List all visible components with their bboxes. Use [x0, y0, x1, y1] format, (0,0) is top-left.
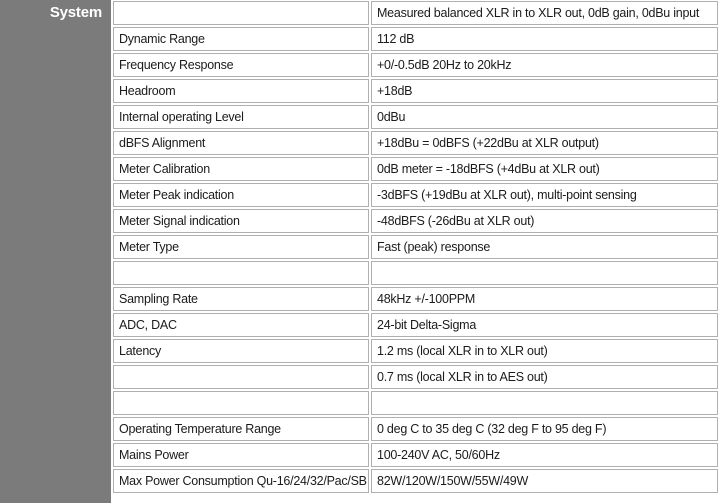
- spec-value-cell: +18dB: [371, 79, 718, 103]
- spec-param-cell: [113, 261, 369, 285]
- table-row: Meter Peak indication -3dBFS (+19dBu at X…: [113, 183, 718, 207]
- table-row: Max Power Consumption Qu-16/24/32/Pac/SB…: [113, 469, 718, 493]
- table-row: Latency 1.2 ms (local XLR in to XLR out): [113, 339, 718, 363]
- spec-param-cell: [113, 1, 369, 25]
- spec-param-cell: Max Power Consumption Qu-16/24/32/Pac/SB: [113, 469, 369, 493]
- spec-value-cell: 0.7 ms (local XLR in to AES out): [371, 365, 718, 389]
- spec-value-cell: 0dB meter = -18dBFS (+4dBu at XLR out): [371, 157, 718, 181]
- spec-value-cell: 100-240V AC, 50/60Hz: [371, 443, 718, 467]
- spec-param-cell: [113, 365, 369, 389]
- table-row: 0.7 ms (local XLR in to AES out): [113, 365, 718, 389]
- table-row: dBFS Alignment +18dBu = 0dBFS (+22dBu at …: [113, 131, 718, 155]
- spec-param-cell: Meter Type: [113, 235, 369, 259]
- spec-param-cell: Frequency Response: [113, 53, 369, 77]
- table-row: Headroom +18dB: [113, 79, 718, 103]
- table-row: Internal operating Level 0dBu: [113, 105, 718, 129]
- table-row: Mains Power 100-240V AC, 50/60Hz: [113, 443, 718, 467]
- spec-param-cell: Latency: [113, 339, 369, 363]
- table-row: [113, 261, 718, 285]
- spec-param-cell: Internal operating Level: [113, 105, 369, 129]
- spec-value-cell: 112 dB: [371, 27, 718, 51]
- table-row: [113, 391, 718, 415]
- system-spec-table: Measured balanced XLR in to XLR out, 0dB…: [111, 0, 720, 495]
- spec-value-cell: +0/-0.5dB 20Hz to 20kHz: [371, 53, 718, 77]
- table-row: Operating Temperature Range 0 deg C to 35…: [113, 417, 718, 441]
- spec-value-cell: Fast (peak) response: [371, 235, 718, 259]
- spec-param-cell: Operating Temperature Range: [113, 417, 369, 441]
- spec-param-cell: Meter Signal indication: [113, 209, 369, 233]
- spec-table-body: Measured balanced XLR in to XLR out, 0dB…: [113, 1, 718, 493]
- spec-value-cell: [371, 391, 718, 415]
- spec-value-cell: 0 deg C to 35 deg C (32 deg F to 95 deg …: [371, 417, 718, 441]
- spec-param-cell: dBFS Alignment: [113, 131, 369, 155]
- spec-value-cell: 24-bit Delta-Sigma: [371, 313, 718, 337]
- spec-value-cell: -3dBFS (+19dBu at XLR out), multi-point …: [371, 183, 718, 207]
- spec-value-cell: [371, 261, 718, 285]
- spec-value-cell: +18dBu = 0dBFS (+22dBu at XLR output): [371, 131, 718, 155]
- spec-value-cell: Measured balanced XLR in to XLR out, 0dB…: [371, 1, 718, 25]
- spec-value-cell: 1.2 ms (local XLR in to XLR out): [371, 339, 718, 363]
- spec-param-cell: ADC, DAC: [113, 313, 369, 337]
- table-row: Meter Type Fast (peak) response: [113, 235, 718, 259]
- spec-param-cell: Headroom: [113, 79, 369, 103]
- spec-param-cell: Dynamic Range: [113, 27, 369, 51]
- spec-value-cell: -48dBFS (-26dBu at XLR out): [371, 209, 718, 233]
- spec-param-cell: Sampling Rate: [113, 287, 369, 311]
- table-row: Dynamic Range 112 dB: [113, 27, 718, 51]
- spec-param-cell: Meter Peak indication: [113, 183, 369, 207]
- section-title: System: [49, 4, 102, 21]
- table-row: Meter Signal indication -48dBFS (-26dBu a…: [113, 209, 718, 233]
- table-row: Frequency Response +0/-0.5dB 20Hz to 20kH…: [113, 53, 718, 77]
- spec-param-cell: [113, 391, 369, 415]
- table-row: Meter Calibration 0dB meter = -18dBFS (+4…: [113, 157, 718, 181]
- spec-param-cell: Meter Calibration: [113, 157, 369, 181]
- table-row: Sampling Rate 48kHz +/-100PPM: [113, 287, 718, 311]
- spec-param-cell: Mains Power: [113, 443, 369, 467]
- table-row: Measured balanced XLR in to XLR out, 0dB…: [113, 1, 718, 25]
- spec-value-cell: 82W/120W/150W/55W/49W: [371, 469, 718, 493]
- table-row: ADC, DAC 24-bit Delta-Sigma: [113, 313, 718, 337]
- spec-value-cell: 48kHz +/-100PPM: [371, 287, 718, 311]
- section-sidebar: System: [0, 0, 111, 503]
- spec-value-cell: 0dBu: [371, 105, 718, 129]
